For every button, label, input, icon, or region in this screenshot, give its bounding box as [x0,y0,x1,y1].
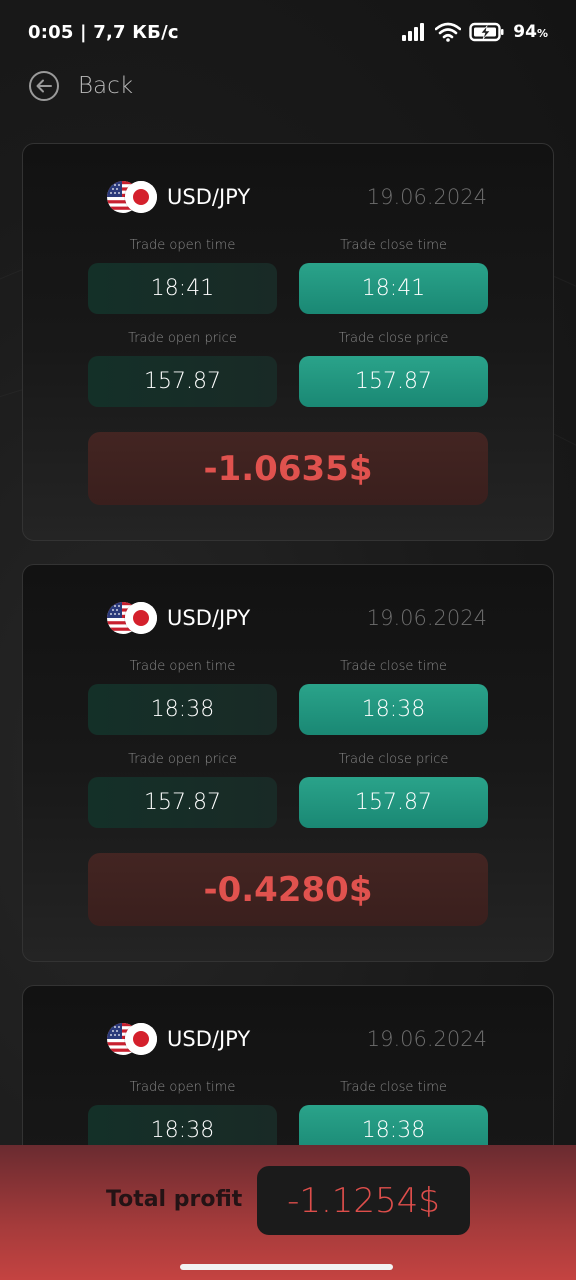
close-price-value: 157.87 [299,356,488,407]
open-time-label: Trade open time [129,238,236,253]
close-time-label: Trade close time [340,659,447,674]
currency-flags [107,181,157,213]
trade-card[interactable]: USD/JPY 19.06.2024 Trade open time Trade… [22,143,554,541]
trade-profit: -0.4280$ [88,853,488,926]
jp-flag-icon [125,602,157,634]
open-time-label: Trade open time [129,659,236,674]
back-label[interactable]: Back [78,73,134,99]
close-time-value: 18:38 [299,684,488,735]
trade-date: 19.06.2024 [366,606,487,630]
currency-flags [107,602,157,634]
home-indicator[interactable] [180,1264,393,1270]
open-price-label: Trade open price [128,331,237,346]
trade-card-header: USD/JPY 19.06.2024 [107,180,487,214]
total-profit-label: Total profit [106,1187,243,1212]
trade-card-header: USD/JPY 19.06.2024 [107,601,487,635]
currency-pair: USD/JPY [167,1027,251,1051]
open-price-value: 157.87 [88,356,277,407]
close-price-label: Trade close price [338,752,449,767]
total-profit-bar: Total profit -1.1254$ [0,1145,576,1280]
currency-pair: USD/JPY [167,606,251,630]
status-time-speed: 0:05 | 7,7 КБ/с [28,21,179,43]
open-price-label: Trade open price [128,752,237,767]
total-profit-value: -1.1254$ [257,1166,470,1235]
close-price-value: 157.87 [299,777,488,828]
trade-card-header: USD/JPY 19.06.2024 [107,1022,487,1056]
jp-flag-icon [125,1023,157,1055]
close-time-value: 18:41 [299,263,488,314]
status-bar: 0:05 | 7,7 КБ/с 94% [0,0,576,64]
close-time-label: Trade close time [340,238,447,253]
trade-list: USD/JPY 19.06.2024 Trade open time Trade… [22,143,554,1280]
battery-charging-icon [469,22,504,42]
open-time-label: Trade open time [129,1080,236,1095]
trade-card[interactable]: USD/JPY 19.06.2024 Trade open time Trade… [22,564,554,962]
status-icons: 94% [401,22,548,42]
back-button[interactable]: Back [28,66,133,106]
open-price-value: 157.87 [88,777,277,828]
trade-date: 19.06.2024 [366,1027,487,1051]
battery-percent: 94% [513,22,548,42]
currency-pair: USD/JPY [167,185,251,209]
open-time-value: 18:38 [88,684,277,735]
wifi-icon [435,22,462,42]
currency-flags [107,1023,157,1055]
open-time-value: 18:41 [88,263,277,314]
trade-profit: -1.0635$ [88,432,488,505]
close-time-label: Trade close time [340,1080,447,1095]
trade-date: 19.06.2024 [366,185,487,209]
arrow-left-circle-icon[interactable] [28,70,60,102]
signal-icon [402,23,425,41]
jp-flag-icon [125,181,157,213]
close-price-label: Trade close price [338,331,449,346]
